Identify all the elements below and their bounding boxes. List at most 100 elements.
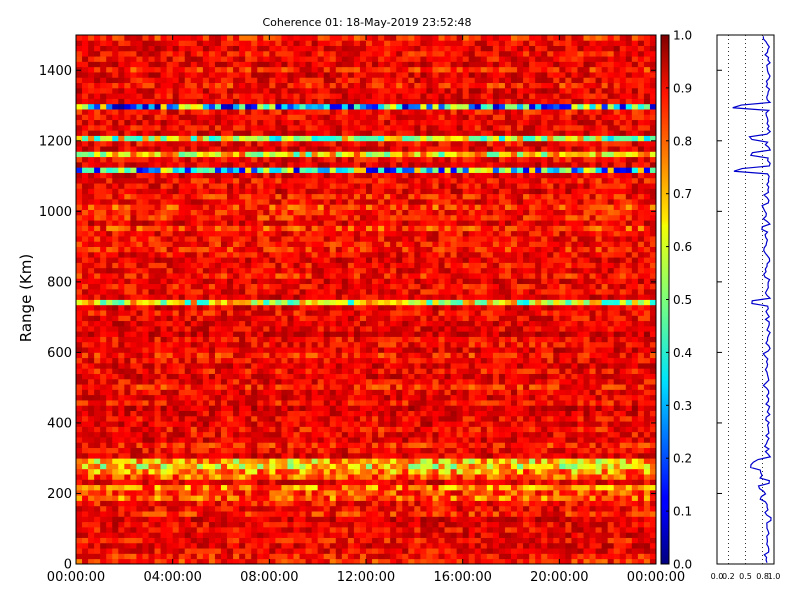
heatmap-cell — [329, 431, 337, 438]
heatmap-cell — [317, 294, 325, 300]
heatmap-cell — [359, 394, 367, 401]
heatmap-cell — [184, 341, 192, 348]
heatmap-cell — [577, 447, 584, 454]
heatmap-cell — [486, 479, 494, 486]
heatmap-cell — [384, 325, 391, 332]
heatmap-cell — [607, 294, 615, 300]
heatmap-cell — [239, 352, 246, 359]
heatmap-cell — [94, 400, 101, 406]
heatmap-cell — [450, 500, 458, 507]
heatmap-cell — [432, 452, 439, 459]
heatmap-cell — [643, 341, 651, 348]
heatmap-cell — [396, 357, 403, 364]
heatmap-cell — [595, 410, 603, 417]
heatmap-cell — [589, 521, 596, 528]
heatmap-cell — [347, 378, 355, 385]
heatmap-cell — [148, 288, 155, 295]
heatmap-cell — [565, 389, 572, 396]
heatmap-cell — [196, 347, 204, 353]
heatmap-cell — [130, 294, 137, 300]
heatmap-cell — [583, 315, 590, 322]
heatmap-cell — [498, 384, 506, 390]
heatmap-cell — [178, 389, 186, 396]
heatmap-cell — [384, 310, 391, 316]
heatmap-cell — [221, 320, 228, 327]
heatmap-cell — [190, 315, 198, 322]
heatmap-cell — [474, 352, 482, 359]
heatmap-cell — [323, 474, 331, 480]
heatmap-cell — [450, 553, 458, 560]
heatmap-cell — [269, 426, 276, 433]
heatmap-cell — [462, 299, 470, 306]
heatmap-cell — [468, 542, 476, 549]
heatmap-cell — [511, 458, 518, 464]
heatmap-cell — [420, 410, 427, 417]
heatmap-cell — [190, 288, 198, 295]
heatmap-cell — [88, 489, 95, 496]
heatmap-cell — [88, 426, 95, 433]
heatmap-cell — [305, 405, 313, 411]
heatmap-cell — [148, 548, 155, 554]
heatmap-cell — [547, 288, 554, 295]
heatmap-cell — [118, 479, 125, 486]
heatmap-cell — [619, 426, 627, 433]
heatmap-cell — [378, 484, 385, 491]
heatmap-cell — [239, 320, 246, 327]
heatmap-cell — [414, 341, 421, 348]
heatmap-cell — [124, 452, 131, 459]
heatmap-cell — [559, 394, 566, 401]
heatmap-cell — [517, 479, 524, 486]
heatmap-cell — [347, 357, 355, 364]
heatmap-cell — [257, 336, 264, 343]
heatmap-cell — [426, 400, 433, 406]
heatmap-cell — [196, 516, 204, 523]
heatmap-cell — [462, 310, 470, 316]
heatmap-cell — [233, 373, 240, 380]
heatmap-cell — [462, 325, 470, 332]
heatmap-cell — [184, 357, 192, 364]
heatmap-cell — [390, 304, 397, 311]
heatmap-cell — [553, 495, 560, 501]
heatmap-cell — [529, 378, 536, 385]
heatmap-cell — [583, 421, 590, 427]
heatmap-cell — [372, 548, 379, 554]
heatmap-cell — [76, 283, 83, 290]
heatmap-cell — [82, 458, 89, 464]
heatmap-cell — [335, 458, 343, 464]
heatmap-cell — [384, 537, 391, 544]
heatmap-cell — [637, 548, 645, 554]
heatmap-cell — [408, 315, 415, 322]
heatmap-cell — [396, 410, 403, 417]
heatmap-cell — [76, 341, 83, 348]
heatmap-cell — [347, 532, 355, 538]
heatmap-cell — [88, 447, 95, 454]
heatmap-cell — [553, 315, 560, 322]
heatmap-cell — [293, 437, 300, 443]
heatmap-cell — [619, 362, 627, 369]
heatmap-cell — [456, 310, 464, 316]
heatmap-cell — [517, 431, 524, 438]
heatmap-cell — [649, 394, 657, 401]
heatmap-cell — [136, 484, 143, 491]
heatmap-cell — [414, 452, 421, 459]
heatmap-cell — [613, 463, 621, 470]
heatmap-cell — [124, 378, 131, 385]
heatmap-cell — [625, 310, 633, 316]
heatmap-cell — [486, 474, 494, 480]
heatmap-cell — [214, 394, 222, 401]
heatmap-cell — [269, 468, 276, 475]
heatmap-cell — [637, 341, 645, 348]
heatmap-cell — [535, 331, 542, 337]
heatmap-cell — [178, 532, 186, 538]
heatmap-cell — [601, 468, 609, 475]
heatmap-cell — [589, 548, 596, 554]
heatmap-cell — [504, 426, 512, 433]
heatmap-cell — [106, 526, 113, 533]
heatmap-cell — [112, 442, 119, 449]
heatmap-cell — [178, 468, 186, 475]
heatmap-cell — [649, 415, 657, 422]
heatmap-cell — [299, 394, 306, 401]
heatmap-cell — [263, 384, 270, 390]
heatmap-cell — [384, 553, 391, 560]
heatmap-cell — [269, 526, 276, 533]
